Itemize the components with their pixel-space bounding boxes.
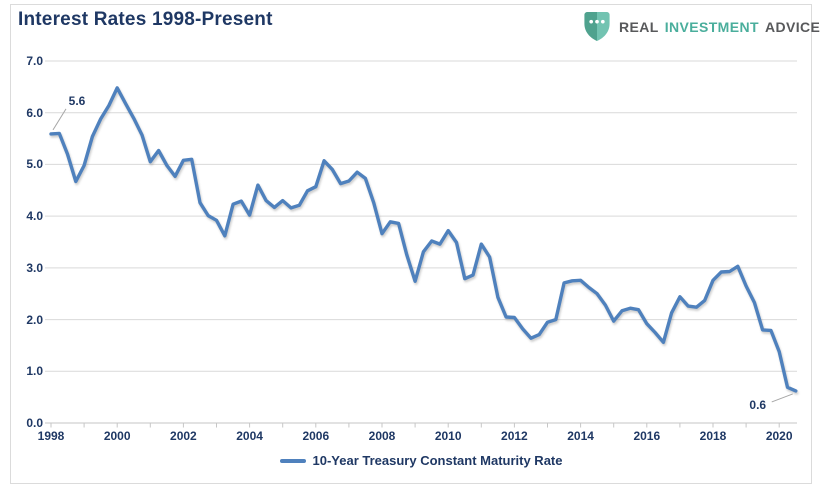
legend-line-swatch — [279, 458, 306, 463]
brand-logo: REAL INVESTMENT ADVICE — [583, 11, 820, 42]
y-axis-label: 5.0 — [26, 157, 43, 172]
x-axis-label: 2016 — [633, 429, 661, 443]
chart-frame — [10, 4, 812, 484]
shield-dots-icon — [584, 11, 610, 42]
x-axis-label: 2004 — [236, 429, 263, 443]
y-axis-label: 2.0 — [26, 312, 43, 327]
x-axis-label: 1998 — [37, 429, 65, 443]
x-axis-label: 2014 — [567, 429, 594, 443]
x-axis-label: 2020 — [765, 429, 793, 443]
x-axis-label: 2002 — [170, 429, 197, 443]
y-axis-label: 7.0 — [26, 54, 43, 68]
y-axis-label: 0.0 — [26, 416, 43, 430]
x-axis-label: 2006 — [302, 429, 330, 443]
x-axis-label: 2010 — [434, 429, 462, 443]
x-axis-label: 2018 — [699, 429, 727, 443]
y-axis-label: 1.0 — [26, 364, 43, 379]
y-axis-label: 4.0 — [26, 209, 43, 224]
data-label: 0.6 — [749, 397, 767, 412]
x-axis-label: 2000 — [103, 429, 131, 443]
x-axis-label: 2012 — [501, 429, 528, 443]
y-axis-label: 3.0 — [26, 260, 43, 275]
brand-word: ADVICE — [764, 18, 820, 35]
brand-wordmark: REAL INVESTMENT ADVICE — [619, 19, 820, 35]
legend-label: 10-Year Treasury Constant Maturity Rate — [312, 453, 563, 468]
legend: 10-Year Treasury Constant Maturity Rate — [45, 453, 797, 468]
data-label: 5.6 — [68, 93, 86, 108]
brand-word: REAL — [619, 18, 659, 35]
y-axis-label: 6.0 — [26, 105, 43, 120]
chart-title: Interest Rates 1998-Present — [18, 9, 273, 30]
x-axis-label: 2008 — [368, 429, 396, 443]
brand-word: INVESTMENT — [664, 18, 759, 35]
